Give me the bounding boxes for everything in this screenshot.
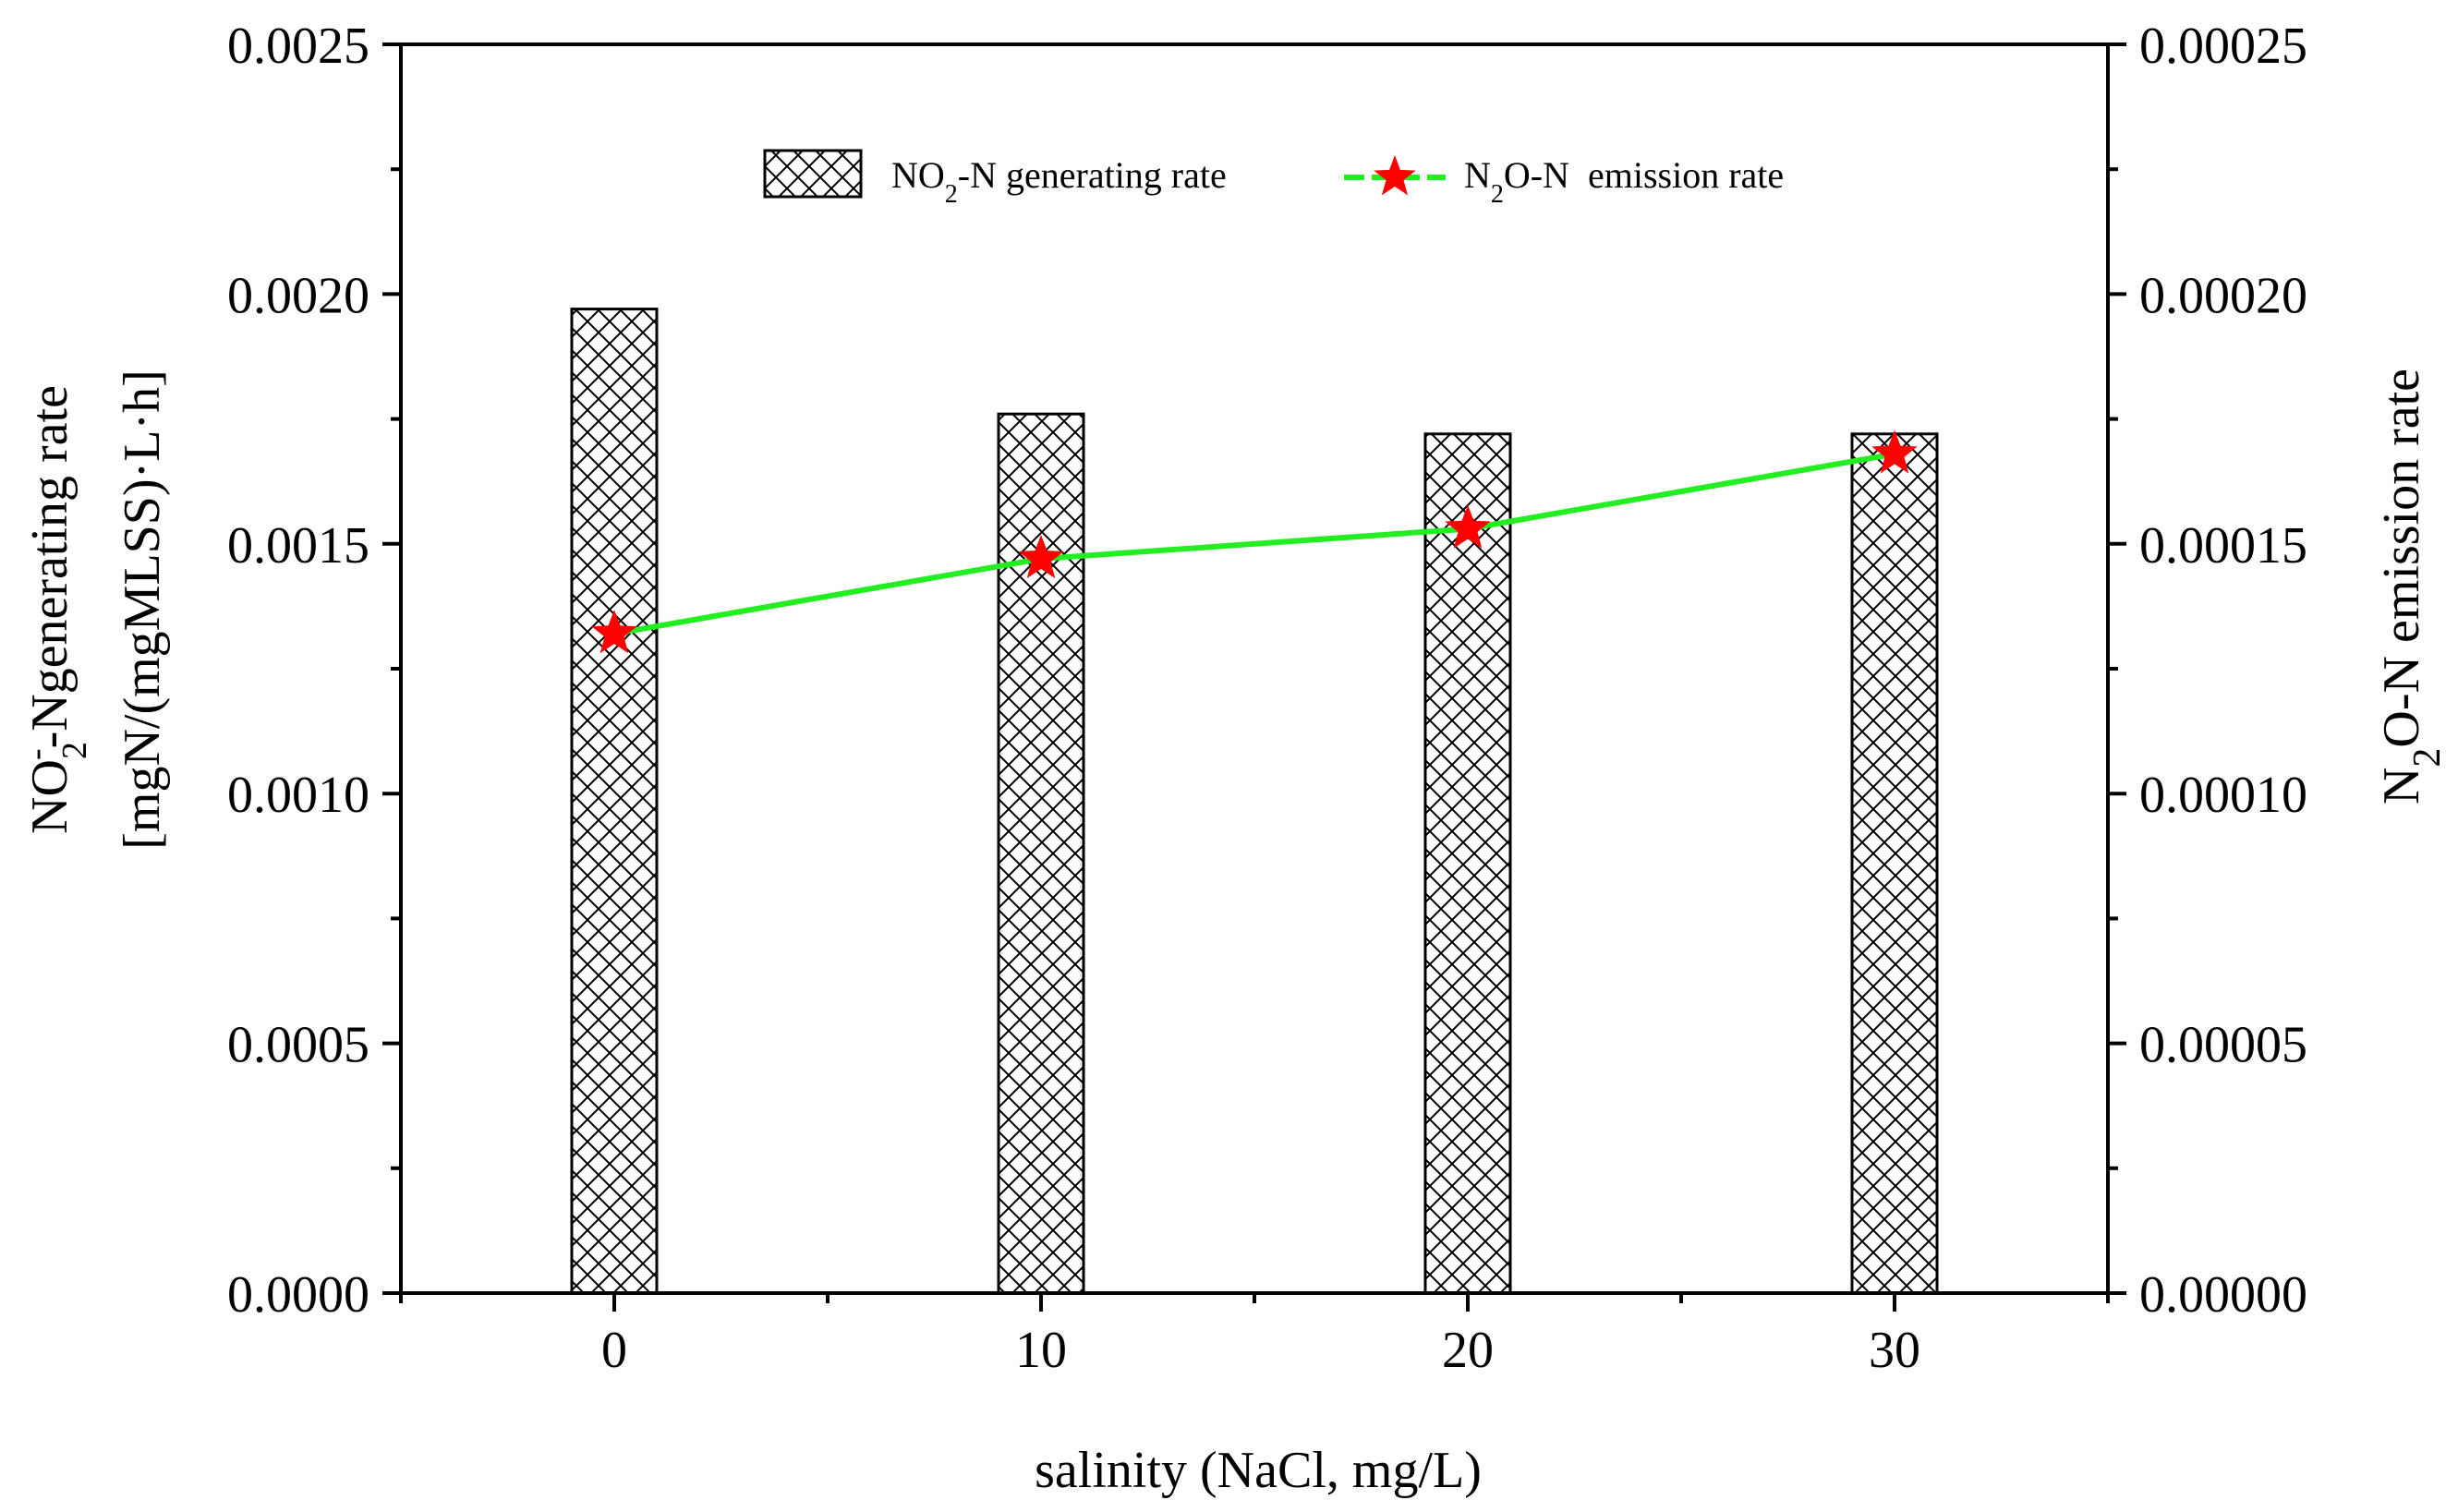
svg-text:NO2--Ngenerating rate: NO2--Ngenerating rate — [17, 385, 94, 834]
right-tick-label: 0.00015 — [2139, 517, 2307, 575]
emission-point-10 — [1018, 535, 1064, 579]
left-tick-label: 0.0025 — [227, 18, 369, 75]
legend-bar-swatch — [763, 149, 863, 199]
emission-line-layer — [591, 429, 1918, 654]
right-tick-label: 0.00020 — [2139, 267, 2307, 324]
left-tick-label: 0.0010 — [227, 767, 369, 824]
left-axis-title-units: [mgN/(mgMLSS)·L·h] — [114, 369, 171, 850]
left-axis-title-rest: -Ngenerating rate — [21, 385, 79, 748]
bar-20 — [1423, 432, 1512, 1295]
left-axis-title-sub: 2 — [55, 742, 94, 759]
x-tick-label: 0 — [601, 1322, 627, 1379]
left-axis-title: NO2--Ngenerating rate [mgN/(mgMLSS)·L·h] — [17, 369, 171, 850]
right-axis-title: N2O-N emission rate — [2373, 369, 2446, 804]
legend-line-label-main: N — [1464, 154, 1491, 196]
left-axis-title-sup: - — [17, 748, 55, 760]
bars-layer — [570, 308, 1939, 1295]
legend-line-label-rest: O-N emission rate — [1504, 154, 1784, 196]
left-tick-label: 0.0005 — [227, 1017, 369, 1074]
right-tick-label: 0.00005 — [2139, 1017, 2307, 1074]
right-tick-label: 0.00000 — [2139, 1266, 2307, 1324]
right-axis-title-rest: O-N emission rate — [2373, 369, 2430, 748]
emission-point-20 — [1445, 504, 1491, 549]
right-axis-title-n: N — [2373, 768, 2430, 804]
emission-line — [613, 451, 1895, 637]
legend-line-label: N2O-N emission rate — [1464, 154, 1784, 209]
x-tick-label: 20 — [1442, 1322, 1494, 1379]
left-axis-title-no: NO — [21, 759, 79, 834]
legend-bar-label-rest: -N generating rate — [958, 154, 1227, 196]
svg-text:N2O-N emission rate: N2O-N emission rate — [2373, 369, 2446, 804]
bar-0 — [570, 308, 659, 1295]
emission-point-0 — [591, 610, 637, 654]
legend: NO2-N generating rate N2O-N emission rat… — [763, 149, 1784, 209]
emission-point-30 — [1871, 429, 1918, 474]
legend-bar-label: NO2-N generating rate — [891, 154, 1227, 209]
axes-layer: 0.0000 0.0005 0.0010 0.0015 0.0020 0.0025 0.00… — [227, 18, 2307, 1379]
legend-star-marker — [1374, 155, 1416, 196]
x-tick-label: 30 — [1869, 1322, 1920, 1379]
x-tick-label: 10 — [1015, 1322, 1067, 1379]
legend-bar-label-sub: 2 — [945, 180, 958, 209]
left-tick-label: 0.0000 — [227, 1266, 369, 1324]
left-tick-label: 0.0020 — [227, 267, 369, 324]
right-tick-label: 0.00025 — [2139, 18, 2307, 75]
right-axis-title-sub: 2 — [2406, 748, 2446, 768]
bar-30 — [1850, 432, 1939, 1295]
right-tick-label: 0.00010 — [2139, 767, 2307, 824]
left-tick-label: 0.0015 — [227, 517, 369, 575]
legend-bar-label-main: NO — [891, 154, 945, 196]
legend-line-label-sub: 2 — [1491, 180, 1504, 209]
x-axis-title: salinity (NaCl, mg/L) — [1035, 1442, 1482, 1499]
